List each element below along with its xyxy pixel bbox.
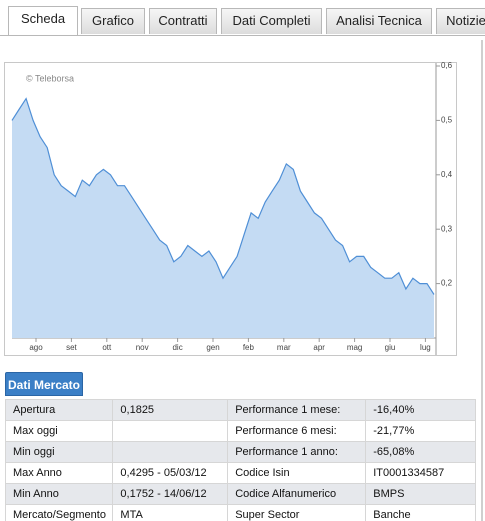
x-tick-label: nov [136, 343, 149, 352]
x-tick-label: mag [347, 343, 363, 352]
cell-label: Performance 1 anno: [227, 441, 367, 463]
cell-value: Banche [365, 504, 476, 521]
x-tick-label: lug [420, 343, 431, 352]
table-row: Max Anno 0,4295 - 05/03/12 Codice Isin IT00… [4, 462, 476, 484]
cell-label: Codice Isin [227, 462, 367, 484]
cell-value [112, 441, 229, 463]
table-row: Min Anno 0,1752 - 14/06/12 Codice Alfanume… [4, 483, 476, 505]
market-table: Apertura 0,1825 Performance 1 mese: -16,40%… [4, 399, 476, 521]
x-tick-label: apr [313, 343, 325, 352]
tab[interactable]: Contratti [149, 8, 217, 34]
y-tick-label: 0,3 [441, 224, 453, 233]
cell-label: Performance 6 mesi: [227, 420, 367, 442]
line [11, 97, 435, 295]
scrollbar [481, 40, 483, 521]
tab[interactable]: Scheda [8, 6, 78, 36]
y-tick-label: 0,4 [441, 170, 453, 179]
cell-value: 0,4295 - 05/03/12 [112, 462, 229, 484]
cell-label: Min oggi [4, 441, 114, 463]
tab[interactable]: Grafico [81, 8, 145, 34]
cell-label: Max Anno [4, 462, 114, 484]
cell-value [112, 420, 229, 442]
x-tick-label: ott [102, 343, 112, 352]
cell-label: Apertura [4, 399, 114, 421]
table-row: Apertura 0,1825 Performance 1 mese: -16,40% [4, 399, 476, 421]
x-tick-label: mar [277, 343, 291, 352]
credit: © Teleborsa [26, 73, 74, 83]
cell-label: Min Anno [4, 483, 114, 505]
cell-label: Performance 1 mese: [227, 399, 367, 421]
cell-value: 0,1825 [112, 399, 229, 421]
x-tick-label: ago [29, 343, 43, 352]
tab[interactable]: Analisi Tecnica [326, 8, 432, 34]
cell-value: -65,08% [365, 441, 476, 463]
tab[interactable]: Dati Completi [221, 8, 322, 34]
cell-value: BMPS [365, 483, 476, 505]
area [12, 98, 434, 338]
chart: © Teleborsa 0,6 0,5 0,4 0,3 0,2 ago set ott nov d… [4, 61, 457, 356]
cell-label: Max oggi [4, 420, 114, 442]
section-tab[interactable]: Dati Mercato [5, 372, 83, 396]
table-row: Max oggi Performance 6 mesi: -21,77% [4, 420, 476, 442]
x-tick-label: gen [206, 343, 219, 352]
cell-label: Codice Alfanumerico [227, 483, 367, 505]
cell-label: Super Sector [227, 504, 367, 521]
x-tick-label: giu [385, 343, 396, 352]
tab-line [0, 35, 485, 36]
y-tick-label: 0,6 [441, 61, 453, 70]
cell-value: IT0001334587 [365, 462, 476, 484]
x-tick-label: set [66, 343, 77, 352]
tab[interactable]: Notizie [436, 8, 485, 34]
x-tick-label: feb [243, 343, 255, 352]
cell-value: -21,77% [365, 420, 476, 442]
x-tick-label: dic [172, 343, 182, 352]
y-tick-label: 0,5 [441, 116, 453, 125]
cell-value: 0,1752 - 14/06/12 [112, 483, 229, 505]
y-tick-label: 0,2 [441, 279, 453, 288]
cell-label: Mercato/Segmento [4, 504, 114, 521]
cell-value: -16,40% [365, 399, 476, 421]
table-row: Mercato/Segmento MTA Super Sector Banche [4, 504, 476, 521]
cell-value: MTA [112, 504, 229, 521]
table-row: Min oggi Performance 1 anno: -65,08% [4, 441, 476, 463]
